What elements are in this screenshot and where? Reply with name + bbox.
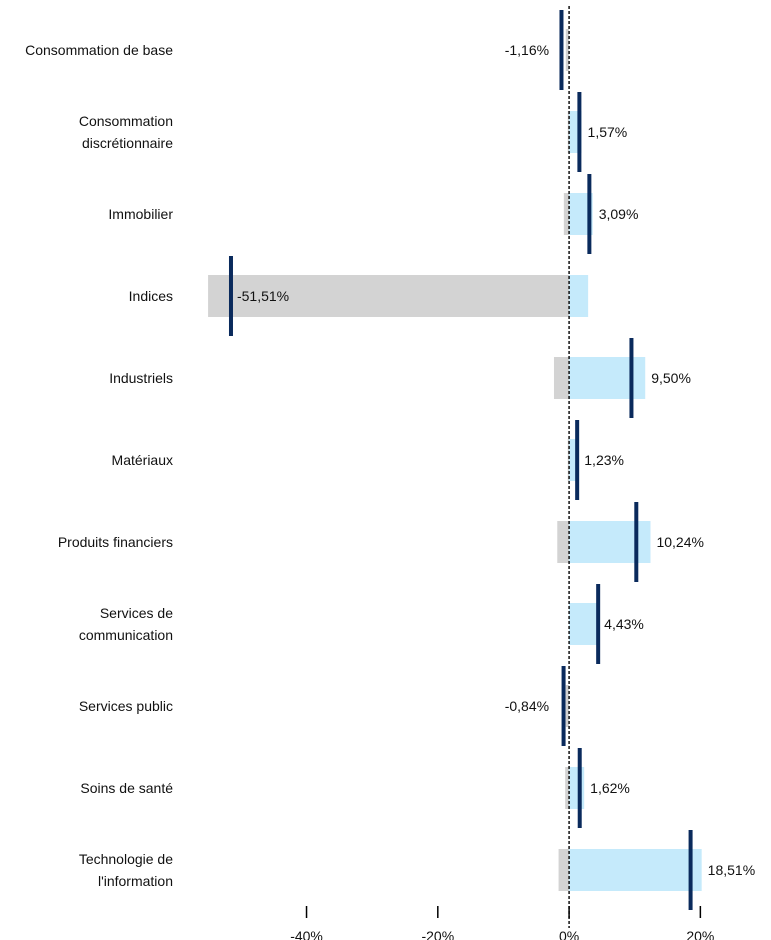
value-label: 3,09%	[599, 206, 639, 222]
value-label: 4,43%	[604, 616, 644, 632]
value-marker	[596, 584, 601, 664]
value-label: 1,62%	[590, 780, 630, 796]
negative-bar	[563, 193, 570, 235]
category-label: discrétionnaire	[82, 135, 173, 151]
category-label: Matériaux	[112, 452, 173, 468]
positive-bar	[569, 767, 585, 809]
positive-bar	[569, 275, 589, 317]
category-label: Industriels	[109, 370, 173, 386]
value-marker	[577, 748, 582, 828]
value-marker	[559, 10, 564, 90]
negative-bar	[565, 29, 570, 71]
value-marker	[577, 92, 582, 172]
value-label: -51,51%	[237, 288, 289, 304]
value-markers	[228, 10, 693, 910]
category-label: l'information	[98, 873, 173, 889]
value-label: 18,51%	[708, 862, 755, 878]
negative-bar	[557, 521, 570, 563]
category-label: Soins de santé	[80, 780, 173, 796]
x-tick-label: 0%	[559, 928, 579, 940]
positive-bar	[569, 603, 598, 645]
positive-bar	[569, 357, 646, 399]
negative-bars	[208, 29, 570, 891]
value-labels: -1,16% 1,57% 3,09% -51,51% 9,50% 1,23% 10,24% 4…	[237, 42, 755, 878]
category-label: Produits financiers	[58, 534, 173, 550]
negative-bar	[558, 849, 570, 891]
category-labels: Consommation de base Consommation discréti…	[25, 42, 173, 889]
x-tick-label: -40%	[290, 928, 323, 940]
category-label: Services de	[100, 605, 173, 621]
x-tick-label: 20%	[686, 928, 714, 940]
value-label: -1,16%	[505, 42, 549, 58]
category-label: Immobilier	[108, 206, 173, 222]
negative-bar	[208, 275, 570, 317]
value-marker	[629, 338, 634, 418]
positive-bar	[569, 439, 579, 481]
value-marker	[587, 174, 592, 254]
value-label: -0,84%	[505, 698, 549, 714]
category-label: Technologie de	[79, 851, 173, 867]
value-label: 1,23%	[584, 452, 624, 468]
x-tick-label: -20%	[421, 928, 454, 940]
value-marker	[228, 256, 233, 336]
value-marker	[575, 420, 580, 500]
positive-bar	[569, 849, 702, 891]
x-axis: -40% -20% 0% 20%	[290, 906, 714, 940]
category-label: Consommation	[79, 113, 173, 129]
negative-bar	[565, 685, 570, 727]
value-label: 9,50%	[651, 370, 691, 386]
category-label: Indices	[129, 288, 173, 304]
category-label: communication	[79, 627, 173, 643]
negative-bar	[565, 767, 570, 809]
value-marker	[688, 830, 693, 910]
negative-bar	[553, 357, 570, 399]
category-label: Services public	[79, 698, 173, 714]
category-label: Consommation de base	[25, 42, 173, 58]
value-marker	[561, 666, 566, 746]
positive-bar	[569, 193, 593, 235]
value-marker	[634, 502, 639, 582]
negative-bar	[567, 439, 570, 481]
value-label: 1,57%	[588, 124, 628, 140]
value-label: 10,24%	[656, 534, 703, 550]
